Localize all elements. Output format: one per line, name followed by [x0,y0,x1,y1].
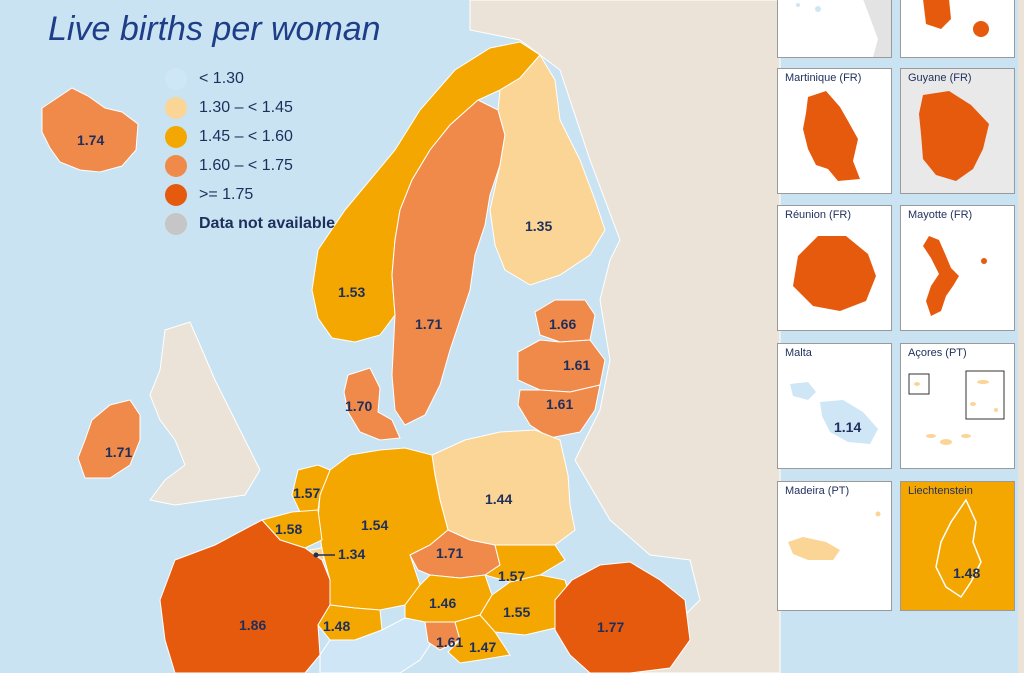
value-lithuania: 1.61 [546,396,573,412]
region-poland[interactable] [431,429,576,546]
value-hungary: 1.55 [503,604,530,620]
inset-label: Liechtenstein [908,485,973,497]
value-austria: 1.46 [429,595,456,611]
value-norway: 1.53 [338,284,365,300]
value-netherlands: 1.57 [293,485,320,501]
value-slovakia: 1.57 [498,568,525,584]
inset-top-right [900,0,1015,58]
inset-top-right-map [923,0,989,37]
value-poland: 1.44 [485,491,512,507]
region-netherlands[interactable] [291,464,331,513]
inset-label: Martinique (FR) [785,72,862,84]
inset-reunion: Réunion (FR) [777,205,892,331]
inset-acores-map [908,370,1005,445]
inset-acores: Açores (PT) [900,343,1015,469]
legend-item: Data not available [165,209,335,238]
legend-swatch [165,212,187,235]
inset-label: Guyane (FR) [908,72,972,84]
legend-item: 1.60 – < 1.75 [165,151,335,180]
inset-mayotte-map [923,236,987,316]
legend-item: >= 1.75 [165,180,335,209]
value-france: 1.86 [239,617,266,633]
legend-swatch [165,183,187,206]
legend-swatch [165,67,187,90]
value-ireland: 1.71 [105,444,132,460]
legend-label: 1.60 – < 1.75 [199,156,293,174]
value-malta: 1.14 [834,419,861,435]
inset-top-left-map [796,0,891,57]
legend-label: >= 1.75 [199,185,254,203]
value-belgium: 1.58 [275,521,302,537]
inset-mayotte: Mayotte (FR) [900,205,1015,331]
inset-martinique-map [803,91,860,181]
value-sweden: 1.71 [415,316,442,332]
legend-swatch [165,96,187,119]
value-estonia: 1.66 [549,316,576,332]
inset-martinique: Martinique (FR) [777,68,892,194]
region-slovenia[interactable] [424,621,461,651]
value-finland: 1.35 [525,218,552,234]
inset-liechtenstein-map: 1.48 [935,498,982,599]
map-title: Live births per woman [48,10,381,48]
value-germany: 1.54 [361,517,388,533]
legend-swatch [165,154,187,177]
inset-label: Réunion (FR) [785,209,852,221]
inset-reunion-map [793,236,876,311]
luxembourg-pointer-dot [313,552,319,558]
region-sweden[interactable] [391,99,506,426]
inset-guyane: Guyane (FR) [900,68,1015,194]
inset-label: Madeira (PT) [785,485,850,497]
legend: < 1.30 1.30 – < 1.45 1.45 – < 1.60 1.60 … [165,64,335,238]
region-estonia[interactable] [534,299,596,343]
legend-label: 1.45 – < 1.60 [199,127,293,145]
inset-label: Mayotte (FR) [908,209,973,221]
right-edge [1018,0,1024,673]
inset-malta: Malta 1.14 [777,343,892,469]
inset-top-left [777,0,892,58]
value-croatia: 1.47 [469,639,496,655]
inset-malta-map: 1.14 [790,382,878,444]
inset-label: Açores (PT) [908,347,967,359]
inset-madeira: Madeira (PT) [777,481,892,611]
legend-item: 1.30 – < 1.45 [165,93,335,122]
region-iceland[interactable] [41,87,139,173]
legend-item: < 1.30 [165,64,335,93]
region-romania[interactable] [554,561,691,673]
inset-madeira-map [788,511,881,560]
region-ireland[interactable] [77,399,141,479]
inset-liechtenstein: Liechtenstein 1.48 [900,481,1015,611]
value-latvia: 1.61 [563,357,590,373]
inset-label: Malta [785,347,812,359]
value-liechtenstein: 1.48 [953,565,980,581]
region-finland[interactable] [489,54,606,286]
value-slovenia: 1.61 [436,634,463,650]
value-switzerland: 1.48 [323,618,350,634]
legend-label: Data not available [199,214,336,232]
region-denmark[interactable] [343,367,401,441]
legend-swatch [165,125,187,148]
legend-label: 1.30 – < 1.45 [199,98,293,116]
value-iceland: 1.74 [77,132,104,148]
legend-item: 1.45 – < 1.60 [165,122,335,151]
land-uk [149,321,261,506]
region-latvia[interactable] [517,339,606,393]
region-lithuania[interactable] [517,384,601,439]
legend-label: < 1.30 [199,69,244,87]
region-croatia[interactable] [447,614,511,664]
value-czechia: 1.71 [436,545,463,561]
value-luxembourg: 1.34 [338,546,365,562]
value-romania: 1.77 [597,619,624,635]
inset-guyane-map [919,91,989,181]
value-denmark: 1.70 [345,398,372,414]
